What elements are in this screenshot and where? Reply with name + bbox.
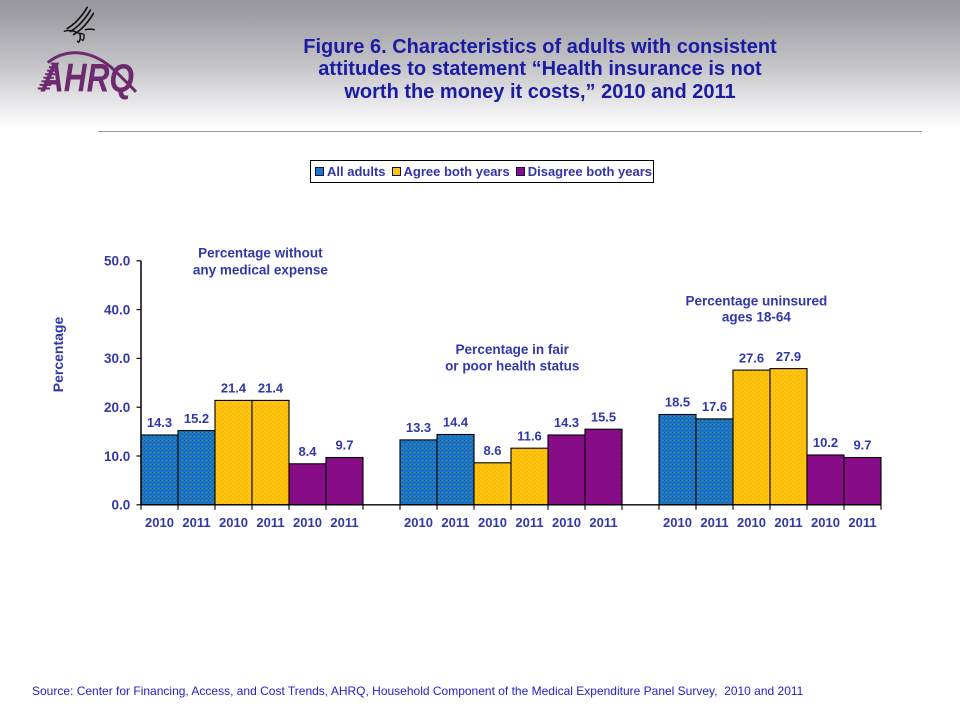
svg-text:any medical expense: any medical expense bbox=[193, 262, 329, 277]
svg-text:14.3: 14.3 bbox=[147, 415, 172, 430]
svg-text:50.0: 50.0 bbox=[104, 254, 130, 269]
svg-text:2010: 2010 bbox=[404, 515, 433, 530]
svg-text:2010: 2010 bbox=[737, 515, 766, 530]
svg-text:20.0: 20.0 bbox=[104, 400, 130, 415]
svg-text:21.4: 21.4 bbox=[258, 381, 284, 396]
svg-text:or poor health status: or poor health status bbox=[445, 359, 579, 374]
svg-text:10.2: 10.2 bbox=[813, 435, 838, 450]
svg-text:AHRQ: AHRQ bbox=[40, 57, 134, 101]
svg-text:27.9: 27.9 bbox=[776, 349, 801, 364]
svg-text:15.2: 15.2 bbox=[184, 411, 209, 426]
svg-text:Percentage uninsured: Percentage uninsured bbox=[686, 294, 828, 309]
svg-text:11.6: 11.6 bbox=[517, 428, 542, 443]
svg-text:2010: 2010 bbox=[478, 515, 507, 530]
svg-text:14.3: 14.3 bbox=[554, 415, 579, 430]
svg-text:ages 18-64: ages 18-64 bbox=[722, 309, 792, 324]
svg-text:2011: 2011 bbox=[589, 515, 617, 530]
svg-text:Percentage: Percentage bbox=[50, 317, 66, 393]
svg-text:2011: 2011 bbox=[330, 515, 358, 530]
svg-text:15.5: 15.5 bbox=[591, 409, 616, 424]
svg-text:2011: 2011 bbox=[515, 515, 543, 530]
svg-text:2011: 2011 bbox=[774, 515, 802, 530]
svg-text:2010: 2010 bbox=[219, 515, 248, 530]
svg-text:9.7: 9.7 bbox=[853, 438, 871, 453]
svg-text:9.7: 9.7 bbox=[335, 438, 353, 453]
svg-text:8.4: 8.4 bbox=[298, 444, 317, 459]
svg-text:2011: 2011 bbox=[441, 515, 469, 530]
svg-text:10.0: 10.0 bbox=[104, 449, 130, 464]
svg-text:40.0: 40.0 bbox=[104, 302, 130, 317]
svg-text:0.0: 0.0 bbox=[112, 498, 131, 513]
svg-text:13.3: 13.3 bbox=[406, 420, 431, 435]
svg-text:17.6: 17.6 bbox=[702, 399, 727, 414]
svg-text:Percentage without: Percentage without bbox=[198, 245, 323, 260]
svg-text:2010: 2010 bbox=[811, 515, 840, 530]
svg-text:2011: 2011 bbox=[700, 515, 728, 530]
svg-text:2010: 2010 bbox=[145, 515, 174, 530]
svg-text:Percentage in fair: Percentage in fair bbox=[456, 342, 570, 357]
svg-text:27.6: 27.6 bbox=[739, 350, 764, 365]
svg-text:2011: 2011 bbox=[256, 515, 284, 530]
svg-text:14.4: 14.4 bbox=[443, 415, 469, 430]
svg-text:8.6: 8.6 bbox=[483, 443, 501, 458]
svg-text:30.0: 30.0 bbox=[104, 351, 130, 366]
svg-text:2010: 2010 bbox=[552, 515, 581, 530]
svg-text:18.5: 18.5 bbox=[665, 395, 690, 410]
svg-text:2011: 2011 bbox=[182, 515, 210, 530]
svg-text:2010: 2010 bbox=[293, 515, 322, 530]
svg-text:2011: 2011 bbox=[848, 515, 876, 530]
svg-text:2010: 2010 bbox=[663, 515, 692, 530]
svg-text:21.4: 21.4 bbox=[221, 381, 247, 396]
